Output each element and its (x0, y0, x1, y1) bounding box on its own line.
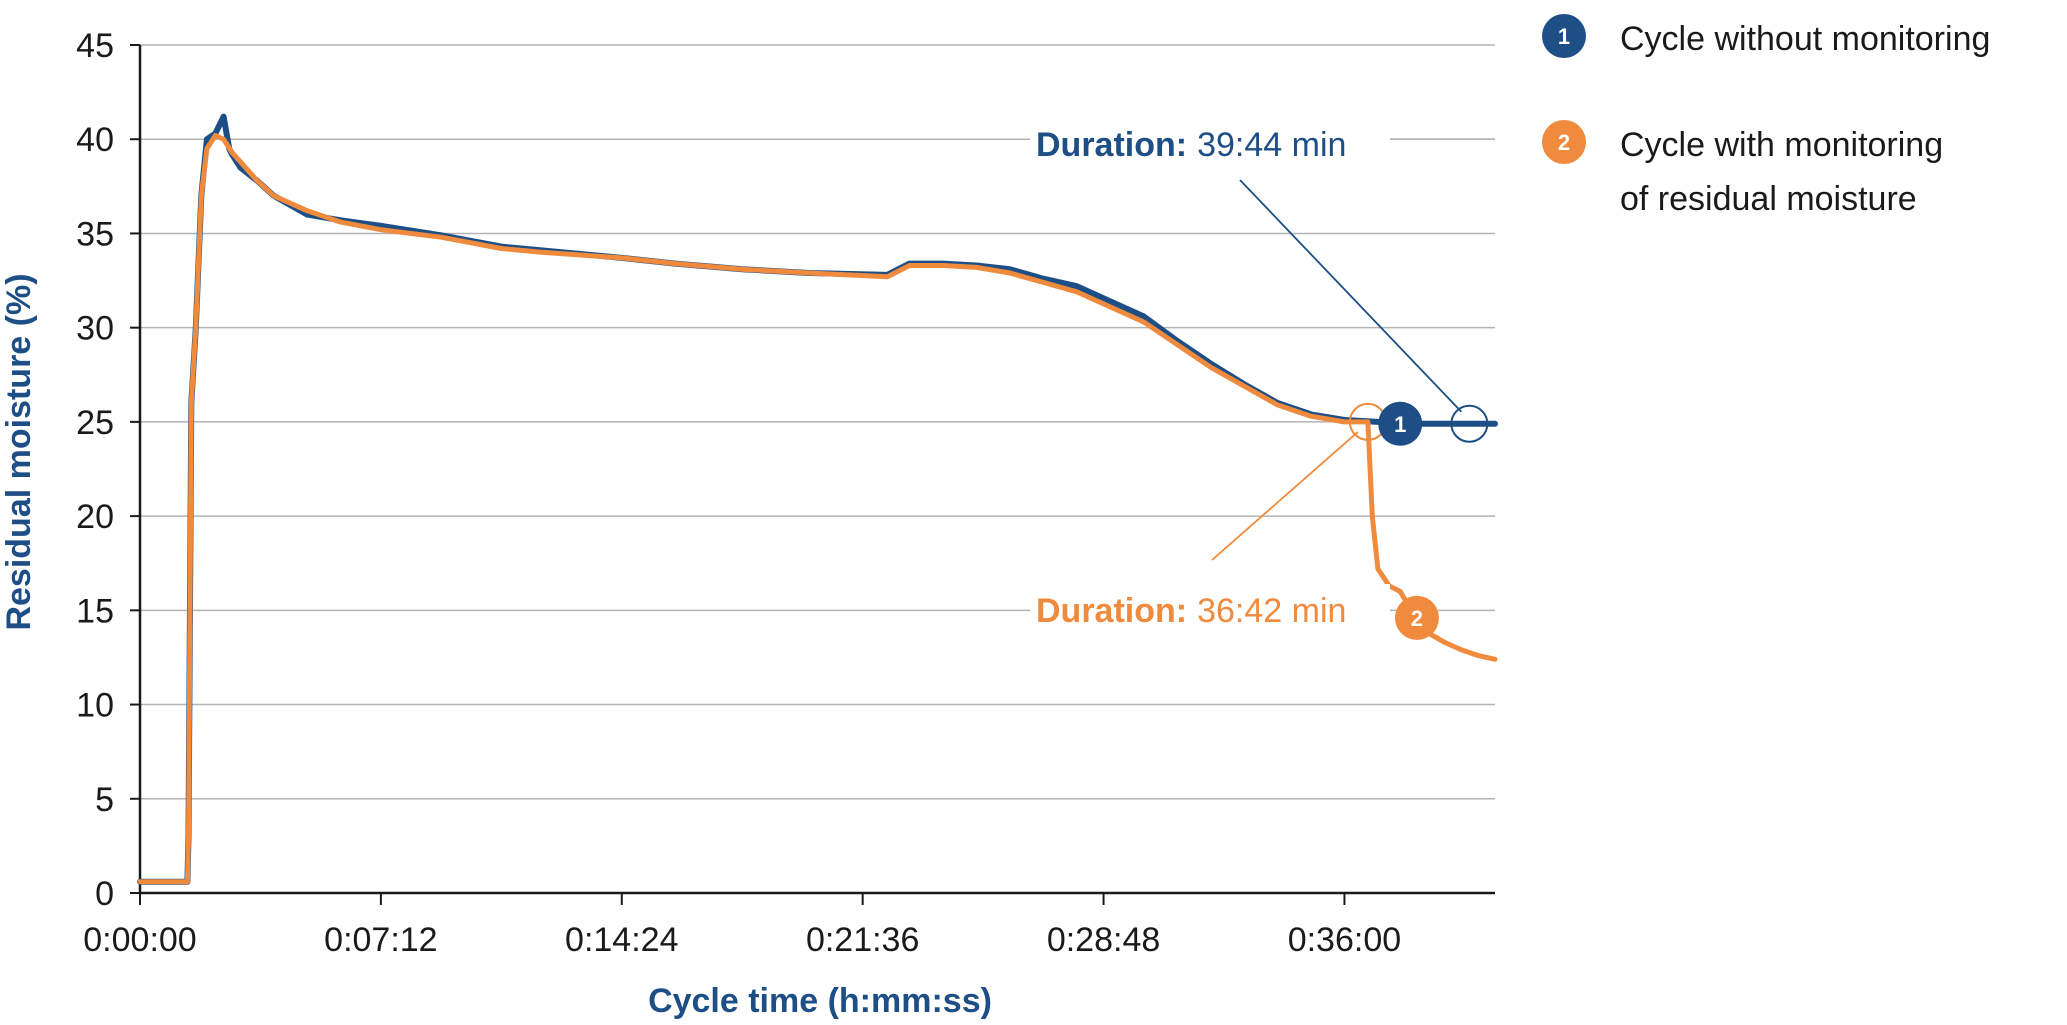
grid-lines (140, 44, 1495, 800)
x-tick-label-4: 0:28:48 (1047, 921, 1160, 959)
annotation-2-label: Duration: (1036, 592, 1187, 630)
series-line-2 (137, 133, 1498, 885)
series-marker-1 (1378, 401, 1423, 446)
series-lines (137, 113, 1498, 885)
y-tick-label-20: 20 (76, 498, 114, 536)
y-axis-title: Residual moisture (%) (0, 273, 38, 630)
annotation-2-background (1030, 584, 1390, 636)
legend-label-2-line-1: Cycle with monitoring (1620, 126, 1943, 164)
leader-line-1 (1239, 179, 1463, 413)
legend-label-2: Cycle with monitoring of residual moistu… (1620, 126, 1953, 218)
y-tick-label-25: 25 (76, 404, 114, 442)
annotation-1-label: Duration: (1036, 126, 1187, 164)
legend-marker-2 (1542, 120, 1586, 164)
series-marker-1-number: 1 (1394, 412, 1406, 437)
x-tick-label-3: 0:21:36 (806, 921, 919, 959)
x-tick-label-1: 0:07:12 (324, 921, 437, 959)
legend: 1 Cycle without monitoring 2 Cycle with … (1542, 14, 1990, 218)
annotation-1: Duration: 39:44 min (1036, 126, 1346, 164)
legend-marker-1 (1542, 14, 1586, 58)
series-marker-2 (1394, 595, 1439, 640)
x-axis-title: Cycle time (h:mm:ss) (648, 982, 992, 1020)
y-tick-label-35: 35 (76, 215, 114, 253)
y-tick-label-0: 0 (95, 875, 114, 913)
annotation-1-value: 39:44 min (1197, 126, 1346, 164)
y-tick-label-30: 30 (76, 310, 114, 348)
x-axis-ticks: 0:00:00 0:07:12 0:14:24 0:21:36 0:28:48 0:36:… (83, 893, 1401, 959)
annotation-1-background (1030, 118, 1390, 170)
legend-label-1: Cycle without monitoring (1620, 20, 1990, 58)
legend-label-2-line-2: of residual moisture (1620, 180, 1917, 218)
y-tick-label-5: 5 (95, 781, 114, 819)
series-line-1 (137, 113, 1498, 885)
x-tick-label-5: 0:36:00 (1288, 921, 1401, 959)
y-tick-label-45: 45 (76, 27, 114, 65)
y-axis-ticks: 0 5 10 15 20 25 30 35 40 45 (76, 27, 140, 913)
leader-line-2 (1211, 431, 1359, 561)
y-tick-label-15: 15 (76, 592, 114, 630)
series-markers: 12 (1348, 401, 1489, 640)
annotation-2-value: 36:42 min (1197, 592, 1346, 630)
y-tick-label-10: 10 (76, 687, 114, 725)
annotation-2: Duration: 36:42 min (1036, 592, 1346, 630)
legend-marker-2-number: 2 (1558, 130, 1570, 155)
legend-item-1: 1 Cycle without monitoring (1542, 14, 1990, 58)
legend-item-2: 2 Cycle with monitoring of residual mois… (1542, 120, 1953, 218)
endpoint-ring-1 (1450, 404, 1489, 443)
x-tick-label-0: 0:00:00 (83, 921, 196, 959)
y-tick-label-40: 40 (76, 121, 114, 159)
legend-marker-1-number: 1 (1558, 24, 1570, 49)
axes (138, 45, 1495, 895)
series-marker-2-number: 2 (1411, 606, 1423, 631)
annotation-leader-lines (1211, 138, 1495, 561)
x-tick-label-2: 0:14:24 (565, 921, 678, 959)
